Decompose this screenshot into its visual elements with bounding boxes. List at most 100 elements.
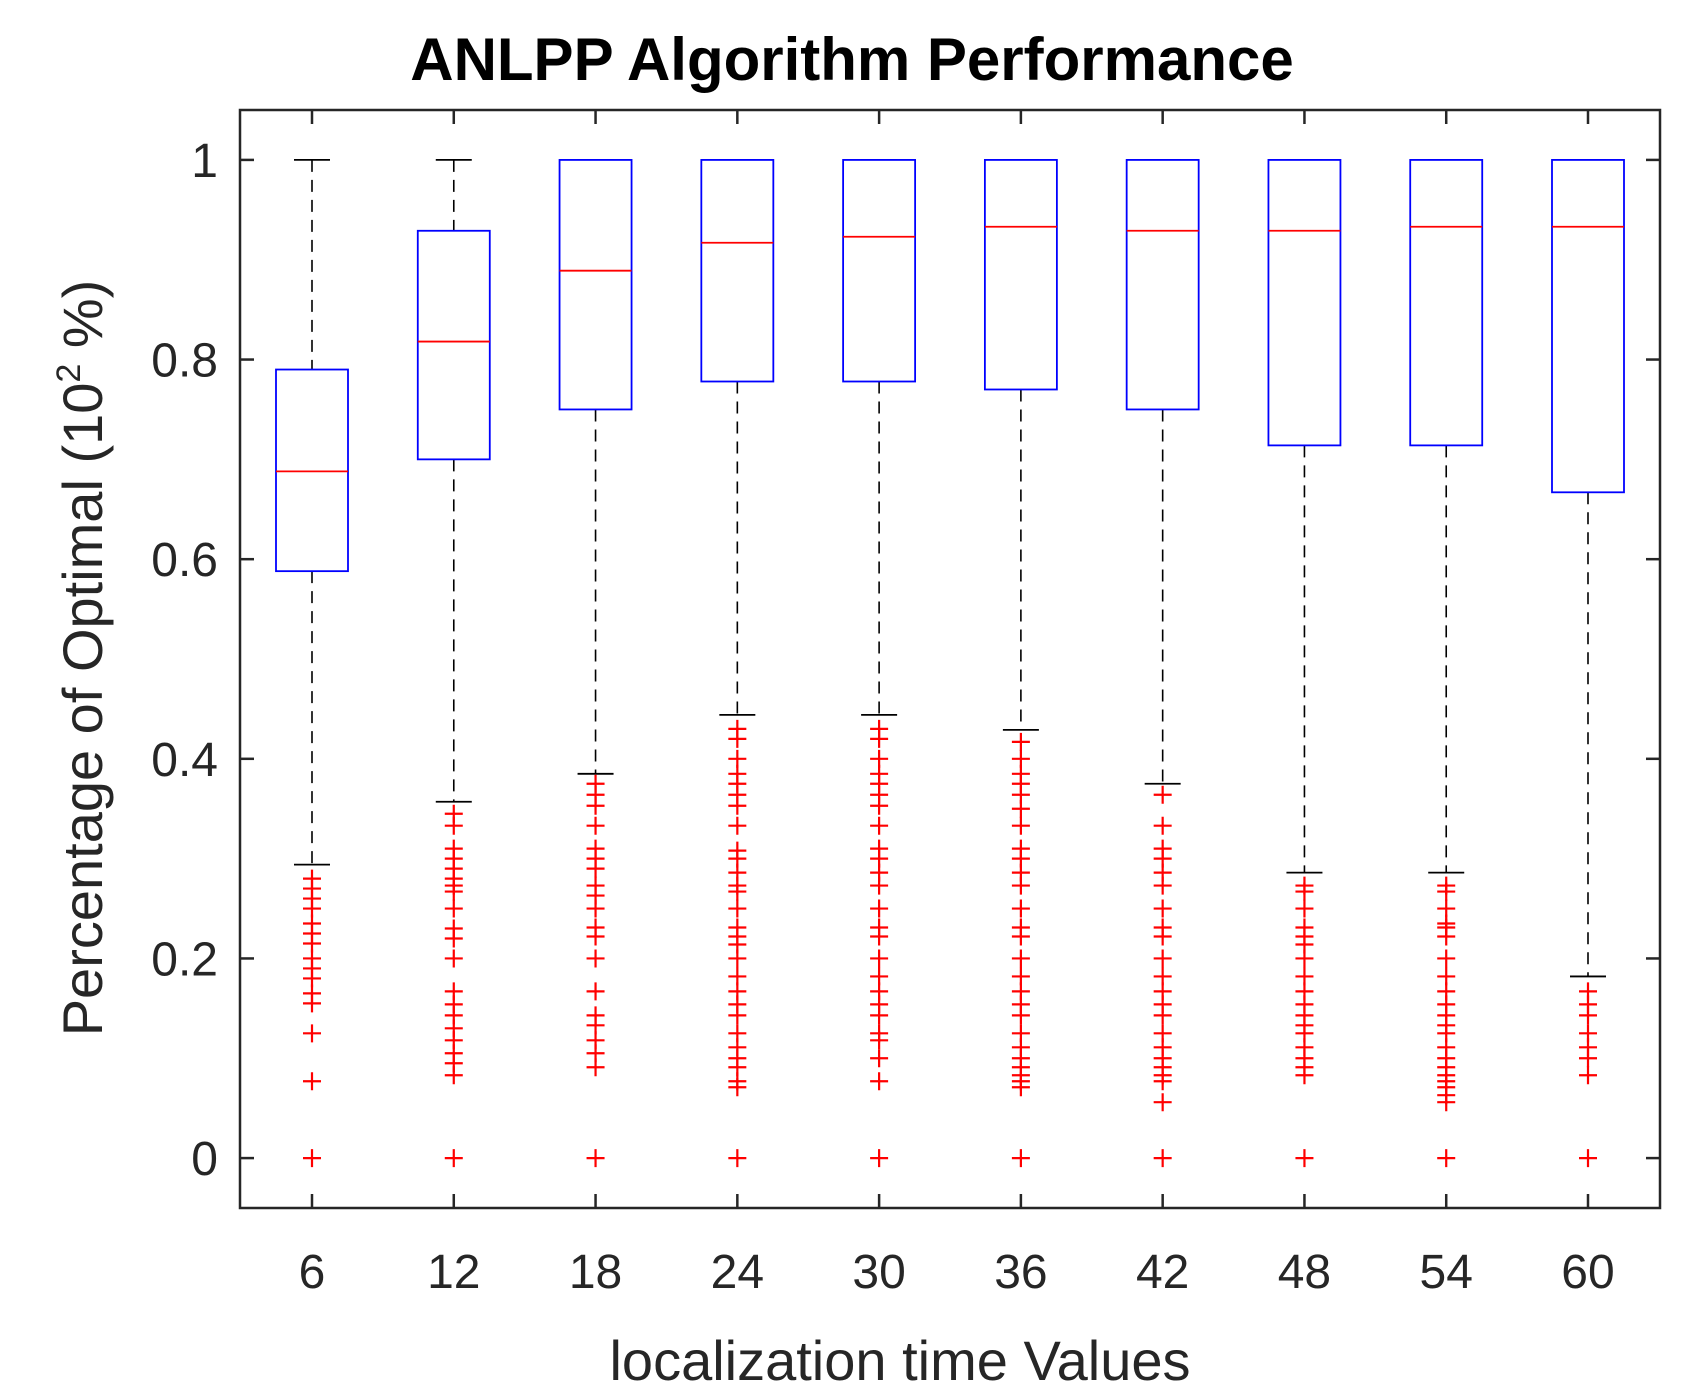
x-axis: 6 12 18 24 30 36 42 48 54 60 (299, 110, 1615, 1299)
outlier-marker (586, 927, 605, 946)
x-axis-label: localization time Values (609, 1329, 1190, 1392)
outlier-marker (1579, 1149, 1597, 1168)
outlier-marker (1011, 816, 1030, 835)
outlier-marker (870, 1049, 889, 1068)
outlier-marker (1437, 1149, 1456, 1168)
y-tick-label: 0 (191, 1133, 218, 1186)
outlier-marker (444, 882, 463, 901)
outlier-marker (1153, 1072, 1172, 1091)
outlier-marker (1011, 1078, 1030, 1097)
y-axis-label: Percentage of Optimal (102 %) (50, 280, 114, 1037)
box-group-18 (558, 159, 633, 1168)
box-iqr (1551, 159, 1625, 494)
outlier-marker (1011, 1006, 1030, 1025)
outlier-marker (1295, 899, 1314, 918)
outlier-marker (444, 1066, 463, 1085)
outlier-marker (586, 982, 605, 1001)
x-tick-label: 36 (994, 1246, 1047, 1299)
x-tick-label: 30 (852, 1246, 905, 1299)
box-group-60 (1551, 159, 1625, 1168)
outlier-marker (728, 949, 747, 968)
outlier-marker (444, 899, 463, 918)
box-iqr (275, 368, 349, 573)
outlier-marker (1295, 949, 1314, 968)
y-axis-label-prefix: Percentage of Optimal (10 (51, 383, 114, 1037)
outlier-marker (444, 949, 463, 968)
box-group-24 (700, 159, 775, 1168)
outlier-marker (728, 796, 747, 815)
outlier-marker (1437, 927, 1456, 946)
outlier-marker (870, 1149, 889, 1168)
outlier-marker (1153, 899, 1172, 918)
outlier-marker (586, 1149, 605, 1168)
y-tick-label: 0.2 (151, 933, 218, 986)
outlier-marker (1011, 899, 1030, 918)
outlier-marker (1437, 1093, 1456, 1112)
outlier-marker (870, 899, 889, 918)
outlier-marker (303, 1024, 321, 1043)
outlier-marker (870, 876, 889, 895)
outlier-marker (586, 1058, 605, 1077)
outlier-marker (1437, 882, 1456, 901)
outlier-marker (1295, 1149, 1314, 1168)
outlier-marker (444, 929, 463, 948)
y-tick-label: 0.4 (151, 734, 218, 787)
outlier-marker (728, 816, 747, 835)
box-group-42 (1125, 159, 1200, 1168)
outlier-marker (1011, 927, 1030, 946)
outlier-marker (1011, 876, 1030, 895)
outlier-marker (586, 949, 605, 968)
outlier-marker (303, 1072, 321, 1091)
box-group-30 (842, 159, 917, 1168)
outlier-marker (870, 1072, 889, 1091)
y-tick-label: 0.6 (151, 534, 218, 587)
outlier-marker (586, 859, 605, 878)
y-tick-label: 1 (191, 135, 218, 188)
box-iqr (983, 159, 1058, 391)
outlier-marker (1153, 927, 1172, 946)
outlier-marker (1153, 1006, 1172, 1025)
box-group-6 (275, 159, 349, 1168)
x-tick-label: 54 (1420, 1246, 1473, 1299)
outlier-marker (870, 796, 889, 815)
x-tick-label: 12 (427, 1246, 480, 1299)
x-tick-label: 48 (1278, 1246, 1331, 1299)
box-iqr (700, 159, 775, 383)
chart-title: ANLPP Algorithm Performance (410, 26, 1294, 93)
outlier-marker (728, 1006, 747, 1025)
y-axis: 0 0.2 0.4 0.6 0.8 1 (151, 135, 1660, 1186)
outlier-marker (586, 816, 605, 835)
box-iqr (416, 229, 491, 461)
outlier-marker (1579, 1006, 1597, 1025)
outlier-marker (1579, 1066, 1597, 1085)
plot-area-frame (238, 108, 1662, 1210)
outlier-marker (303, 1149, 321, 1168)
outlier-marker (870, 949, 889, 968)
outlier-marker (728, 899, 747, 918)
outlier-marker (870, 729, 889, 748)
x-tick-label: 18 (569, 1246, 622, 1299)
outlier-marker (1295, 882, 1314, 901)
outlier-marker (444, 1149, 463, 1168)
box-iqr (558, 159, 633, 411)
x-tick-label: 24 (711, 1246, 764, 1299)
outlier-marker (1011, 949, 1030, 968)
outlier-marker (1153, 816, 1172, 835)
outlier-marker (1295, 1066, 1314, 1085)
outlier-marker (870, 1031, 889, 1050)
box-group-54 (1409, 159, 1484, 1168)
outlier-marker (728, 882, 747, 901)
outlier-marker (870, 816, 889, 835)
outlier-marker (444, 816, 463, 835)
x-tick-label: 42 (1136, 1246, 1189, 1299)
box-iqr (1125, 159, 1200, 411)
outlier-marker (586, 796, 605, 815)
box-iqr (842, 159, 917, 383)
outlier-marker (586, 899, 605, 918)
outlier-marker (728, 1149, 747, 1168)
box-group-48 (1267, 159, 1342, 1168)
box-iqr (1267, 159, 1342, 447)
y-axis-label-superscript: 2 (50, 364, 88, 383)
outlier-marker (1153, 949, 1172, 968)
